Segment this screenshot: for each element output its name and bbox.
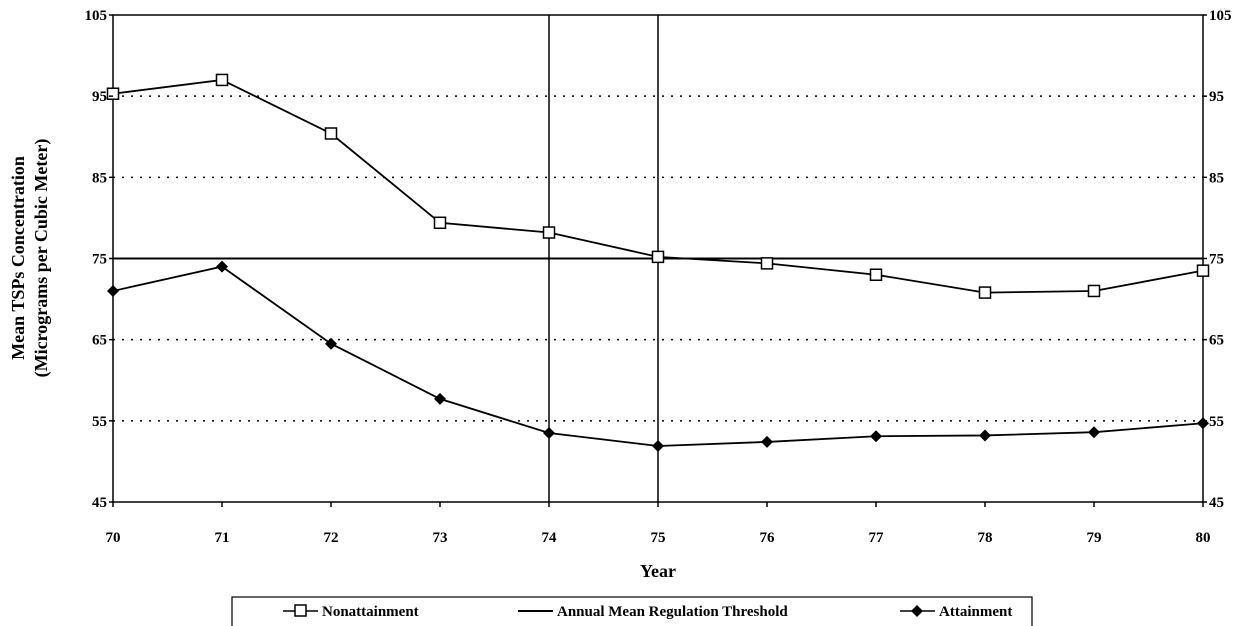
- gridlines: [113, 95, 1203, 422]
- point-nonattainment: [324, 127, 338, 140]
- x-tick-label: 77: [869, 530, 885, 546]
- y-tick-label-right: 95: [1209, 89, 1224, 105]
- legend-square-marker-icon: [294, 604, 307, 617]
- x-tick-label: 70: [106, 530, 121, 546]
- legend-item-attainment: Attainment: [900, 604, 1012, 620]
- point-nonattainment: [215, 73, 229, 87]
- point-nonattainment: [1087, 284, 1101, 298]
- point-attainment: [434, 392, 446, 405]
- legend-label-nonattainment: Nonattainment: [322, 604, 419, 620]
- y-tick-label-right: 105: [1209, 8, 1232, 24]
- point-attainment: [1197, 417, 1209, 430]
- y-axis-title: Mean TSPs Concentration: [8, 156, 28, 360]
- point-attainment: [652, 439, 664, 452]
- x-tick-label: 71: [215, 530, 230, 546]
- legend-label-threshold: Annual Mean Regulation Threshold: [557, 604, 788, 620]
- point-attainment: [107, 284, 119, 297]
- y-axis-left-ticks: 45 55 65 75 85 95 105: [85, 8, 113, 511]
- x-tick-label: 73: [433, 530, 448, 546]
- point-nonattainment: [1196, 264, 1210, 277]
- point-nonattainment: [106, 87, 120, 100]
- y-tick-label-left: 55: [92, 414, 107, 430]
- point-nonattainment: [433, 216, 447, 230]
- y-tick-label-left: 45: [92, 495, 107, 511]
- legend-box: [231, 596, 1033, 626]
- y-tick-label-left: 85: [92, 170, 107, 186]
- y-tick-label-left: 95: [92, 89, 107, 105]
- x-tick-label: 75: [651, 530, 666, 546]
- legend-item-threshold: Annual Mean Regulation Threshold: [518, 604, 788, 620]
- y-axis-right-ticks: 45 55 65 75 85 95 105: [1203, 8, 1232, 511]
- x-axis-ticks: 70 71 72 73 74 75 76 77 78 79 80: [106, 502, 1211, 546]
- point-attainment: [761, 435, 773, 448]
- x-tick-label: 79: [1087, 530, 1102, 546]
- legend: Nonattainment Annual Mean Regulation Thr…: [231, 596, 1033, 626]
- point-attainment: [543, 427, 555, 440]
- y-axis-title-units: (Micrograms per Cubic Meter): [31, 139, 52, 378]
- y-tick-label-right: 55: [1209, 414, 1224, 430]
- y-tick-label-left: 105: [85, 8, 108, 24]
- data-series: [106, 73, 1210, 452]
- point-attainment: [870, 430, 882, 443]
- y-tick-label-right: 45: [1209, 495, 1224, 511]
- y-tick-label-right: 85: [1209, 170, 1224, 186]
- y-tick-label-right: 65: [1209, 333, 1224, 349]
- point-attainment: [979, 429, 991, 442]
- point-nonattainment: [978, 286, 992, 299]
- x-tick-label: 78: [978, 530, 993, 546]
- point-nonattainment: [651, 250, 665, 264]
- y-tick-label-left: 75: [92, 252, 107, 268]
- x-tick-label: 74: [542, 530, 558, 546]
- legend-label-attainment: Attainment: [939, 604, 1012, 620]
- legend-item-nonattainment: Nonattainment: [283, 604, 419, 620]
- point-attainment: [325, 337, 337, 350]
- x-tick-label: 76: [760, 530, 776, 546]
- y-tick-label-left: 65: [92, 333, 107, 349]
- point-attainment: [1088, 426, 1100, 439]
- legend-diamond-marker-icon: [911, 605, 923, 617]
- point-nonattainment: [760, 257, 774, 270]
- x-tick-label: 80: [1196, 530, 1211, 546]
- point-attainment: [216, 260, 228, 273]
- x-axis-title: Year: [640, 561, 676, 581]
- point-nonattainment: [869, 268, 883, 281]
- point-nonattainment: [542, 226, 556, 239]
- x-tick-label: 72: [324, 530, 339, 546]
- y-tick-label-right: 75: [1209, 252, 1224, 268]
